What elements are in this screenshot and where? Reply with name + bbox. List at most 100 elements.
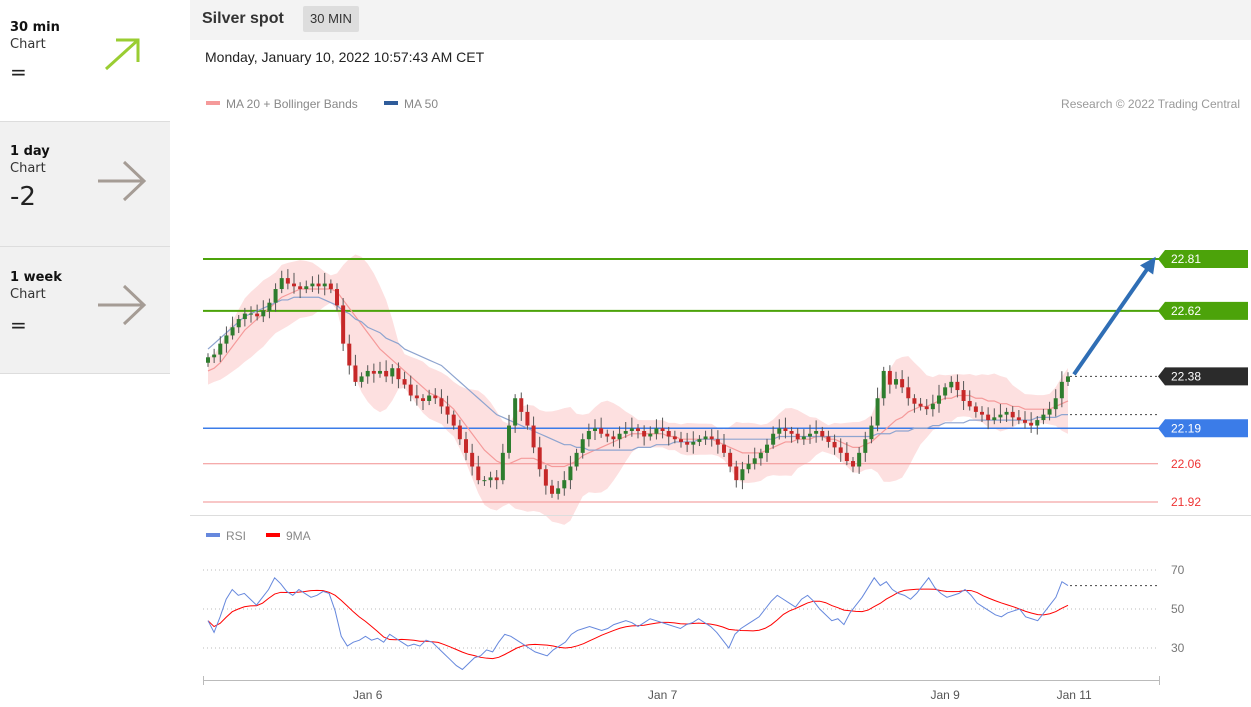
- candle: [660, 417, 665, 439]
- candle: [1053, 389, 1058, 417]
- level-labels: 22.81 22.62 22.38 22.19 22.06 21.92: [1158, 250, 1248, 509]
- candle: [789, 426, 794, 443]
- level-tag: 22.19: [1158, 419, 1248, 438]
- candle: [605, 429, 610, 443]
- interval-badge[interactable]: 30 MIN: [303, 6, 359, 32]
- candle: [967, 390, 972, 411]
- timeframe-30min-sub: Chart: [10, 37, 46, 52]
- candle: [421, 394, 425, 410]
- candle: [267, 298, 272, 319]
- candle: [771, 426, 776, 449]
- candle: [752, 447, 757, 470]
- candle: [869, 416, 874, 444]
- candle: [470, 443, 475, 476]
- candle: [875, 387, 880, 432]
- candle: [212, 348, 217, 364]
- candle: [255, 304, 260, 321]
- time-tick-label: Jan 6: [353, 688, 383, 702]
- candle: [457, 419, 462, 445]
- timeframe-sidebar: 30 min Chart = 1 day Chart -2 1 week Cha…: [0, 0, 170, 707]
- candle: [808, 424, 812, 444]
- candle: [697, 435, 702, 447]
- candle: [525, 404, 530, 430]
- candle: [617, 426, 622, 449]
- timeframe-1week[interactable]: 1 week Chart =: [0, 247, 170, 374]
- timeframe-1day[interactable]: 1 day Chart -2: [0, 122, 170, 247]
- candle: [703, 430, 708, 445]
- candle: [912, 394, 917, 413]
- candle: [488, 471, 493, 488]
- copyright: Research © 2022 Trading Central: [1061, 97, 1240, 111]
- candle: [648, 426, 653, 441]
- candle: [586, 423, 591, 447]
- candle: [537, 436, 542, 477]
- candle: [943, 383, 948, 400]
- rsi-tick-label: 70: [1171, 563, 1185, 577]
- arrow-up-right-icon: [104, 38, 140, 71]
- candle: [863, 431, 868, 462]
- candle: [1029, 412, 1034, 433]
- candle: [285, 269, 290, 290]
- candle: [1010, 406, 1015, 427]
- candle: [476, 455, 481, 485]
- candle: [574, 448, 579, 471]
- candle: [826, 430, 831, 448]
- candle: [937, 384, 941, 413]
- candle: [691, 431, 696, 454]
- candle: [654, 419, 659, 440]
- candle: [593, 419, 597, 441]
- candle: [900, 370, 905, 394]
- candle: [672, 430, 677, 444]
- candle: [550, 479, 554, 498]
- timeframe-1day-value: -2: [10, 182, 36, 212]
- candle: [494, 470, 499, 490]
- candle: [427, 389, 432, 406]
- level-label: 22.38: [1171, 369, 1201, 383]
- candle: [390, 364, 395, 384]
- candle: [740, 461, 745, 490]
- candle: [765, 438, 769, 462]
- candle: [242, 307, 247, 327]
- level-label: 22.62: [1171, 304, 1201, 318]
- level-label: 21.92: [1171, 495, 1201, 509]
- rsi-ma-line: [207, 588, 1069, 660]
- candle: [599, 417, 604, 438]
- candle: [629, 417, 634, 437]
- candle: [709, 429, 714, 447]
- candle: [881, 366, 886, 406]
- ma50-line: [207, 296, 1068, 451]
- legend-label: RSI: [226, 529, 246, 543]
- candle: [887, 365, 892, 394]
- candle: [304, 280, 309, 294]
- candle: [930, 394, 935, 417]
- legend-swatch: [384, 101, 398, 105]
- candle: [322, 272, 327, 296]
- arrow-right-icon: [98, 284, 147, 326]
- candle: [328, 279, 333, 294]
- candle: [1066, 372, 1070, 386]
- level-label: 22.81: [1171, 252, 1201, 266]
- timeframe-1week-sub: Chart: [10, 287, 46, 302]
- candle: [365, 365, 370, 384]
- timeframe-30min[interactable]: 30 min Chart =: [0, 0, 170, 122]
- candle: [500, 443, 505, 485]
- candle: [758, 448, 763, 466]
- candle: [519, 392, 524, 421]
- candle: [844, 442, 849, 466]
- candle: [236, 314, 241, 333]
- level-label: 22.06: [1171, 457, 1201, 471]
- level-tag: 22.62: [1158, 301, 1248, 320]
- candle: [347, 334, 352, 375]
- timeframe-1day-sub: Chart: [10, 161, 46, 176]
- level-tag: 22.38: [1158, 367, 1248, 386]
- candle: [464, 431, 468, 461]
- candle: [814, 420, 819, 443]
- candle: [218, 336, 223, 362]
- candle: [611, 430, 616, 447]
- level-label: 22.19: [1171, 421, 1201, 435]
- candle: [1047, 401, 1052, 421]
- candle: [961, 381, 966, 410]
- candle: [924, 399, 929, 415]
- candle: [820, 426, 825, 441]
- timeframe-1week-label: 1 week: [10, 270, 62, 285]
